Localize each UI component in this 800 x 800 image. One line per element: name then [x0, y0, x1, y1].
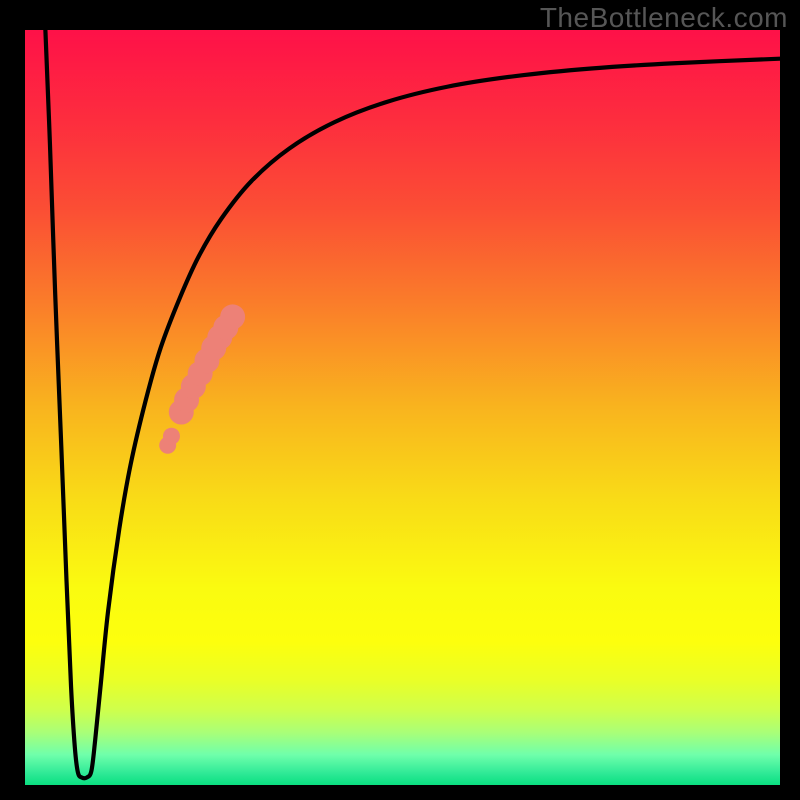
- plot-area: [25, 30, 780, 785]
- plot-background-gradient: [25, 30, 780, 785]
- chart-frame: TheBottleneck.com: [0, 0, 800, 800]
- watermark-text: TheBottleneck.com: [540, 2, 788, 34]
